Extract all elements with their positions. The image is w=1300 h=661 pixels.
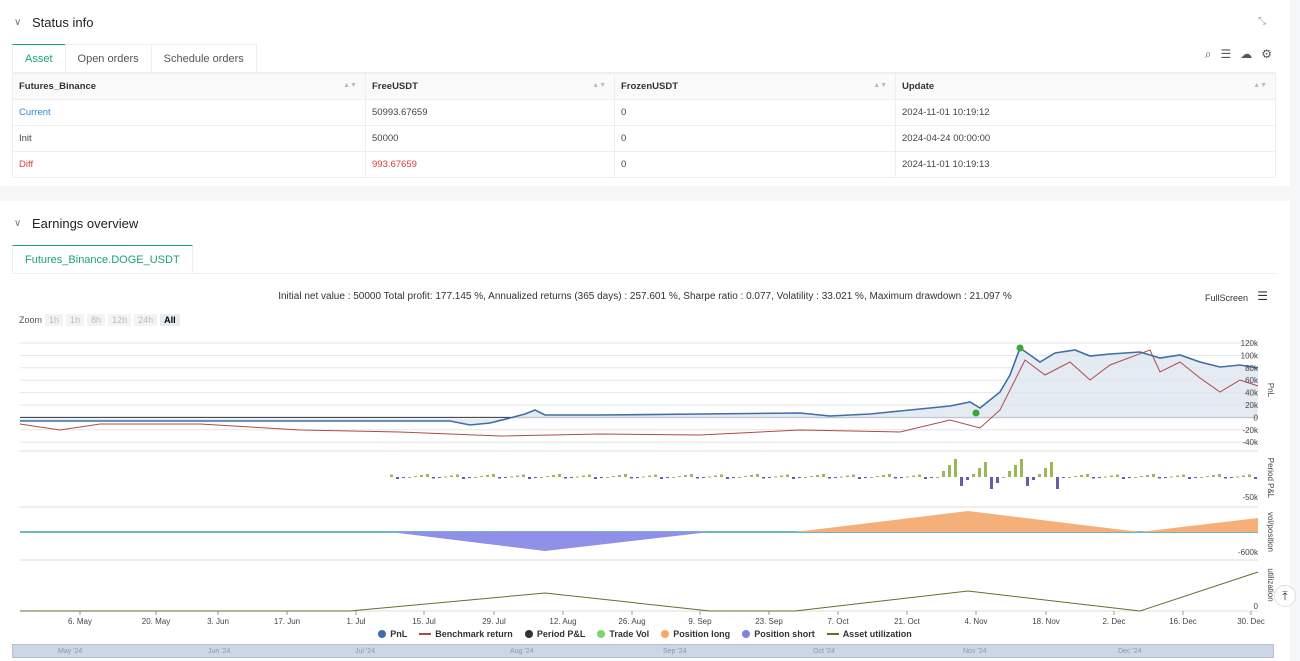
legend-pnl[interactable]: PnL	[378, 629, 407, 639]
legend-benchmark[interactable]: Benchmark return	[419, 629, 513, 639]
table-row: Current 50993.67659 0 2024-11-01 10:19:1…	[12, 99, 1276, 126]
list-icon[interactable]: ☰	[1220, 47, 1232, 61]
col-header[interactable]: FreeUSDT ▲▼	[365, 73, 615, 100]
status-header[interactable]: ∨ Status info	[0, 0, 1290, 44]
earnings-panel: ∨ Earnings overview Futures_Binance.DOGE…	[0, 201, 1290, 661]
chevron-down-icon: ∨	[14, 16, 22, 28]
legend-asset-util[interactable]: Asset utilization	[826, 629, 912, 639]
legend-period[interactable]: Period P&L	[524, 629, 585, 639]
chart-navigator[interactable]: May '24 Jun '24 Jul '24 Aug '24 Sep '24 …	[12, 644, 1274, 658]
legend-position-long[interactable]: Position long	[661, 629, 730, 639]
cell: 50000	[365, 125, 615, 152]
cell: 2024-11-01 10:19:13	[895, 151, 1276, 178]
cell: 2024-11-01 10:19:12	[895, 99, 1276, 126]
status-title: Status info	[32, 14, 94, 30]
earnings-title: Earnings overview	[32, 215, 139, 231]
table-header-row: Futures_Binance ▲▼ FreeUSDT ▲▼ FrozenUSDT ▲…	[12, 73, 1276, 100]
row-label: Init	[12, 125, 366, 152]
cell: 50993.67659	[365, 99, 615, 126]
zoom-24h[interactable]: 24h	[134, 314, 158, 326]
legend-trade-vol[interactable]: Trade Vol	[597, 629, 649, 639]
zoom-1h[interactable]: 1h	[45, 314, 64, 326]
scroll-top-button[interactable]: ⤒	[1274, 585, 1296, 607]
sort-icon[interactable]: ▲▼	[343, 82, 357, 89]
cloud-icon[interactable]: ☁	[1240, 47, 1253, 61]
tab-doge-usdt[interactable]: Futures_Binance.DOGE_USDT	[12, 245, 193, 273]
cell: 993.67659	[365, 151, 615, 178]
status-tabs: Asset Open orders Schedule orders	[12, 44, 1276, 73]
table-row: Init 50000 0 2024-04-24 00:00:00	[12, 125, 1276, 152]
search-icon[interactable]: ⌕	[1204, 47, 1212, 61]
nav-label: Sep '24	[663, 648, 687, 655]
nav-label: Jun '24	[208, 648, 231, 655]
earnings-header[interactable]: ∨ Earnings overview	[0, 201, 1290, 245]
nav-label: May '24	[58, 648, 83, 655]
col-header[interactable]: Update ▲▼	[895, 73, 1276, 100]
cell: 2024-04-24 00:00:00	[895, 125, 1276, 152]
chevron-down-icon: ∨	[14, 217, 22, 229]
row-label: Diff	[12, 151, 366, 178]
tab-asset[interactable]: Asset	[12, 44, 66, 72]
col-header[interactable]: Futures_Binance ▲▼	[12, 73, 366, 100]
col-header[interactable]: FrozenUSDT ▲▼	[614, 73, 896, 100]
zoom-all[interactable]: All	[160, 314, 180, 326]
zoom-1h-b[interactable]: 1h	[66, 314, 85, 326]
cell: 0	[614, 125, 896, 152]
zoom-8h[interactable]: 8h	[87, 314, 106, 326]
sort-icon[interactable]: ▲▼	[1253, 82, 1267, 89]
tab-open-orders[interactable]: Open orders	[64, 44, 152, 72]
cell: 0	[614, 99, 896, 126]
menu-icon[interactable]: ☰	[1257, 289, 1268, 303]
zoom-12h[interactable]: 12h	[108, 314, 132, 326]
chart-legend: PnL Benchmark return Period P&L Trade Vo…	[0, 629, 1290, 639]
nav-label: Oct '24	[813, 648, 835, 655]
expand-icon[interactable]: ⤡	[1258, 16, 1266, 27]
zoom-label: Zoom	[19, 315, 43, 325]
table-tools: ⌕ ☰ ☁ ⚙	[1205, 47, 1272, 62]
table-row: Diff 993.67659 0 2024-11-01 10:19:13	[12, 151, 1276, 178]
nav-label: Nov '24	[963, 648, 987, 655]
row-label: Current	[12, 99, 366, 126]
sort-icon[interactable]: ▲▼	[592, 82, 606, 89]
earnings-tabs: Futures_Binance.DOGE_USDT	[12, 245, 1276, 274]
legend-position-short[interactable]: Position short	[742, 629, 815, 639]
sort-icon[interactable]: ▲▼	[873, 82, 887, 89]
stats-summary: Initial net value : 50000 Total profit: …	[278, 291, 1012, 302]
fullscreen-button[interactable]: FullScreen	[1204, 293, 1248, 303]
cell: 0	[614, 151, 896, 178]
zoom-controls: Zoom 1h 1h 8h 12h 24h All	[19, 314, 180, 326]
gear-icon[interactable]: ⚙	[1261, 47, 1272, 61]
nav-label: Dec '24	[1118, 648, 1142, 655]
tab-schedule-orders[interactable]: Schedule orders	[150, 44, 257, 72]
nav-label: Jul '24	[355, 648, 376, 655]
status-panel: ∨ Status info ⤡ Asset Open orders Schedu…	[0, 0, 1290, 186]
nav-label: Aug '24	[510, 648, 534, 655]
asset-table: Futures_Binance ▲▼ FreeUSDT ▲▼ FrozenUSDT ▲…	[12, 73, 1276, 178]
